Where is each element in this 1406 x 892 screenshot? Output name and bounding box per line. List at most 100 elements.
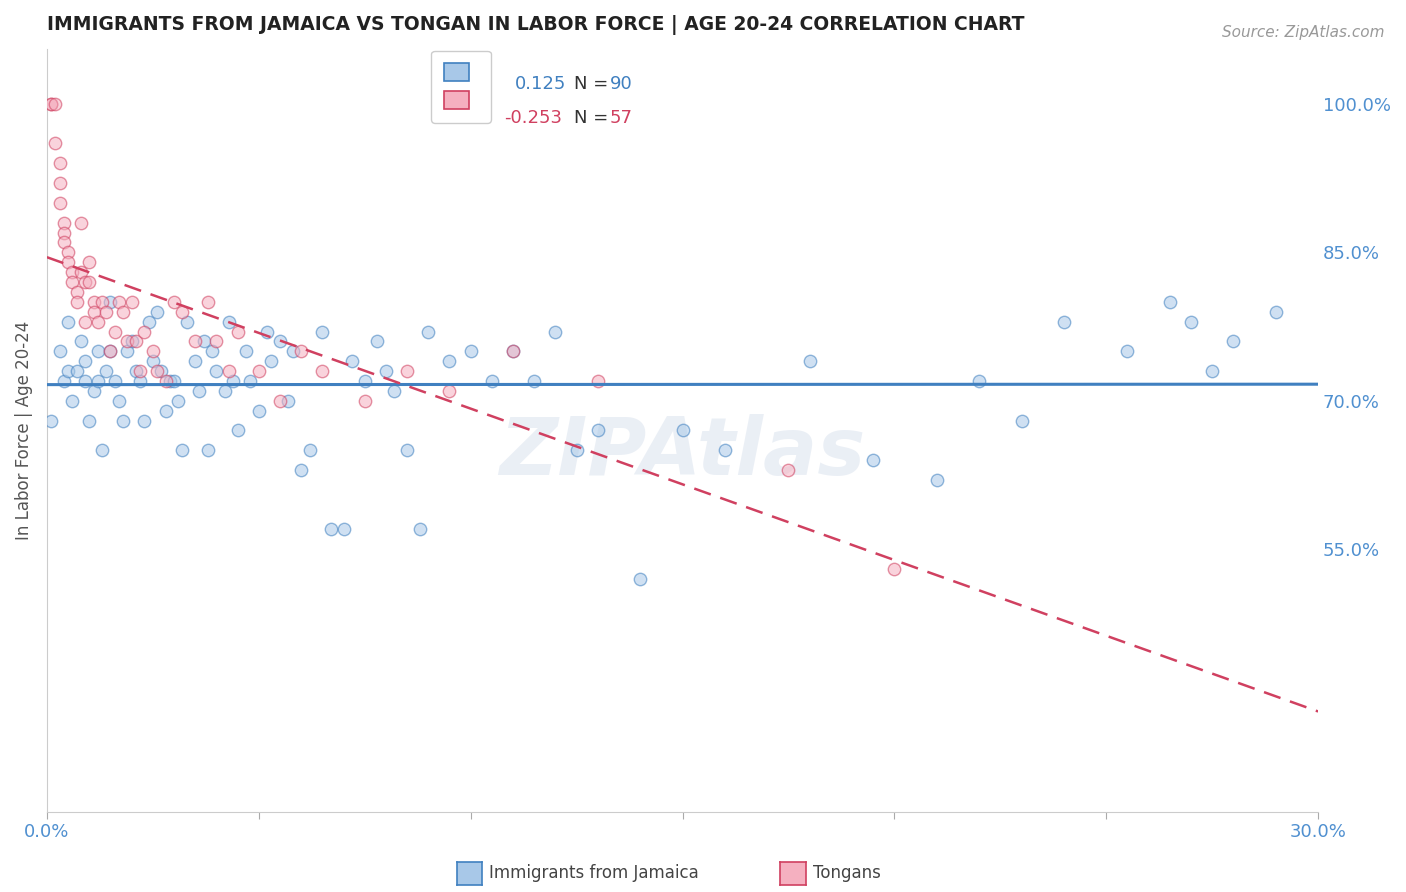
Point: [39, 96, 62, 111]
Text: R =: R =: [460, 109, 494, 127]
Point: [201, 344, 224, 359]
Y-axis label: In Labor Force | Age 20-24: In Labor Force | Age 20-24: [15, 321, 32, 540]
Point: [146, 304, 169, 318]
Point: [112, 304, 135, 318]
Point: [409, 523, 432, 537]
Point: [1116, 344, 1139, 359]
Point: [1222, 334, 1244, 349]
Point: [104, 325, 127, 339]
Point: [544, 325, 567, 339]
Point: [281, 344, 304, 359]
Point: [96, 304, 118, 318]
Point: [239, 374, 262, 388]
Point: [439, 354, 461, 368]
Point: [100, 344, 122, 359]
Point: [167, 393, 190, 408]
Text: ZIPAtlas: ZIPAtlas: [499, 415, 866, 492]
Point: [382, 384, 405, 398]
Point: [396, 443, 419, 458]
Point: [52, 235, 75, 250]
Point: [353, 393, 375, 408]
Text: 0.125: 0.125: [515, 75, 567, 93]
Point: [502, 344, 524, 359]
Point: [481, 374, 503, 388]
Point: [862, 453, 884, 467]
Point: [565, 443, 588, 458]
Point: [83, 384, 105, 398]
Point: [353, 374, 375, 388]
Text: R =: R =: [460, 75, 494, 93]
Point: [172, 304, 194, 318]
Point: [39, 414, 62, 428]
Point: [714, 443, 737, 458]
Point: [134, 414, 156, 428]
Point: [100, 294, 122, 309]
Point: [502, 344, 524, 359]
Point: [332, 523, 354, 537]
Point: [1053, 315, 1076, 329]
Point: [44, 136, 66, 151]
Point: [247, 364, 270, 378]
Point: [155, 403, 177, 417]
Point: [439, 384, 461, 398]
Point: [290, 463, 312, 477]
Point: [121, 334, 143, 349]
Point: [184, 334, 207, 349]
Text: -0.253: -0.253: [505, 109, 562, 127]
Point: [586, 374, 609, 388]
Point: [48, 195, 70, 210]
Point: [48, 156, 70, 170]
Point: [256, 325, 278, 339]
Point: [197, 294, 219, 309]
Point: [290, 344, 312, 359]
Point: [586, 424, 609, 438]
Text: Tongans: Tongans: [813, 864, 880, 882]
Point: [73, 374, 96, 388]
Point: [269, 393, 291, 408]
Point: [121, 294, 143, 309]
Point: [104, 374, 127, 388]
Point: [96, 364, 118, 378]
Point: [298, 443, 321, 458]
Point: [1180, 315, 1202, 329]
Text: IMMIGRANTS FROM JAMAICA VS TONGAN IN LABOR FORCE | AGE 20-24 CORRELATION CHART: IMMIGRANTS FROM JAMAICA VS TONGAN IN LAB…: [46, 15, 1025, 35]
Point: [226, 424, 249, 438]
Point: [226, 325, 249, 339]
Point: [138, 315, 160, 329]
Point: [222, 374, 245, 388]
Point: [39, 96, 62, 111]
Point: [142, 354, 165, 368]
Point: [1159, 294, 1181, 309]
Point: [150, 364, 173, 378]
Point: [60, 393, 83, 408]
Legend: , : ,: [430, 51, 491, 123]
Point: [260, 354, 283, 368]
Point: [1264, 304, 1286, 318]
Point: [108, 294, 131, 309]
Point: [83, 294, 105, 309]
Point: [163, 374, 186, 388]
Point: [52, 374, 75, 388]
Point: [60, 265, 83, 279]
Point: [56, 255, 79, 269]
Point: [172, 443, 194, 458]
Text: Immigrants from Jamaica: Immigrants from Jamaica: [489, 864, 699, 882]
Point: [77, 255, 100, 269]
Point: [134, 325, 156, 339]
Point: [56, 245, 79, 260]
Point: [155, 374, 177, 388]
Point: [1201, 364, 1223, 378]
Text: Source: ZipAtlas.com: Source: ZipAtlas.com: [1222, 25, 1385, 40]
Point: [69, 216, 91, 230]
Point: [799, 354, 821, 368]
Point: [117, 344, 139, 359]
Point: [205, 334, 228, 349]
Point: [56, 364, 79, 378]
Point: [319, 523, 342, 537]
Point: [193, 334, 215, 349]
Point: [218, 364, 240, 378]
Point: [778, 463, 800, 477]
Point: [91, 443, 114, 458]
Text: 57: 57: [610, 109, 633, 127]
Point: [366, 334, 388, 349]
